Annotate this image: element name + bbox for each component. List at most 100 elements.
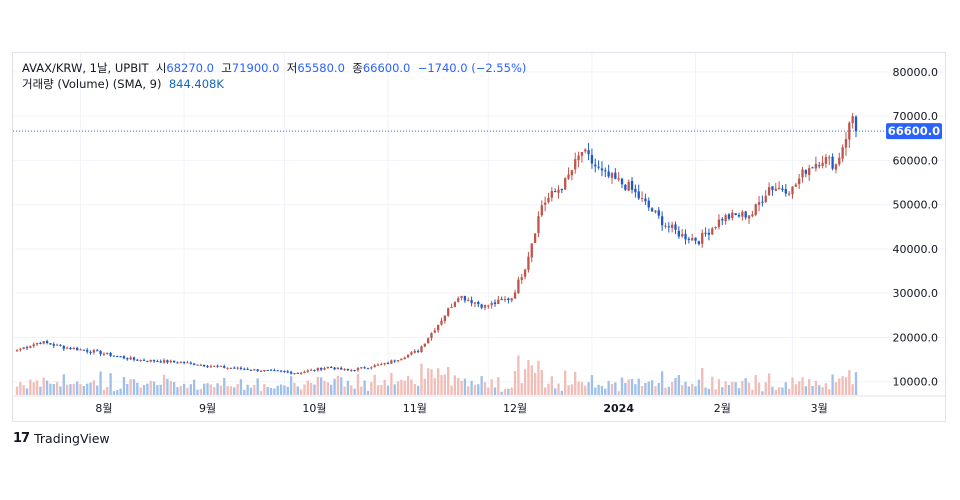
volume-bar xyxy=(306,380,309,395)
volume-bar xyxy=(139,387,142,395)
candle-body xyxy=(781,188,784,191)
candle-body xyxy=(29,346,32,348)
volume-bar xyxy=(647,381,650,395)
candle-body xyxy=(747,215,751,219)
volume-bar xyxy=(32,382,35,395)
volume-bar xyxy=(493,387,497,395)
candle-body xyxy=(714,227,717,229)
volume-bar xyxy=(15,386,19,395)
volume-bar xyxy=(289,376,293,395)
candle-body xyxy=(313,369,316,371)
volume-bar xyxy=(380,384,383,395)
volume-bar xyxy=(236,384,239,395)
volume-bar xyxy=(162,374,166,395)
candle-body xyxy=(517,279,520,294)
volume-bar xyxy=(316,376,320,395)
candle-body xyxy=(767,187,771,196)
x-axis[interactable]: 8월 9월 10월 11월 12월 2024 2월 3월 xyxy=(95,402,827,415)
candle-body xyxy=(146,360,149,362)
volume-bar xyxy=(49,383,52,395)
volume-bar xyxy=(299,389,303,395)
volume-bar xyxy=(406,375,410,395)
candle-body xyxy=(276,370,279,372)
candle-body xyxy=(741,211,744,217)
volume-bar xyxy=(346,380,350,395)
volume-bar xyxy=(39,386,42,395)
volume-bar xyxy=(430,369,433,395)
candle-body xyxy=(293,373,296,375)
volume-bar xyxy=(727,385,731,395)
y-axis[interactable]: 10000.0 20000.0 30000.0 40000.0 50000.0 60000… xyxy=(893,66,939,389)
volume-bar xyxy=(674,378,677,395)
volume-bar xyxy=(467,386,470,395)
volume-bar xyxy=(781,387,784,395)
candle-body xyxy=(39,342,42,344)
volume-bar xyxy=(376,385,380,395)
volume-bar xyxy=(112,391,116,395)
volume-bar xyxy=(146,383,149,395)
candle-body xyxy=(340,367,343,370)
y-tick-label: 70000.0 xyxy=(893,110,939,123)
volume-bar xyxy=(650,380,654,395)
volume-bar xyxy=(510,387,513,395)
volume-bar xyxy=(691,383,694,395)
candle-body xyxy=(112,355,116,357)
volume-bar xyxy=(707,388,711,395)
volume-bar xyxy=(132,379,136,395)
volume-bar xyxy=(794,384,797,395)
candle-body xyxy=(376,364,380,366)
volume-bar xyxy=(801,377,804,395)
last-price-label-text: 66600.0 xyxy=(888,124,940,138)
volume-bar xyxy=(500,391,503,395)
volume-bar xyxy=(279,384,283,395)
volume-bar xyxy=(259,391,263,395)
y-tick-label: 30000.0 xyxy=(893,287,939,300)
candle-body xyxy=(89,352,92,354)
candle-body xyxy=(49,343,52,345)
volume-bar xyxy=(52,383,55,395)
volume-bar xyxy=(383,379,386,395)
candle-body xyxy=(721,218,724,221)
candle-body xyxy=(664,225,667,227)
candle-body xyxy=(507,298,510,301)
volume-bar xyxy=(597,384,600,395)
candle-body xyxy=(670,224,674,228)
candle-body xyxy=(834,164,838,170)
candle-body xyxy=(189,362,192,364)
volume-bar xyxy=(283,385,286,395)
volume-bar xyxy=(560,390,564,395)
symbol-label[interactable]: AVAX/KRW, 1날, UPBIT xyxy=(22,61,149,75)
candle-body xyxy=(106,352,109,354)
tradingview-branding[interactable]: 17 TradingView xyxy=(13,431,110,446)
volume-bar xyxy=(487,387,490,395)
candle-body xyxy=(487,305,490,307)
volume-bar xyxy=(453,375,457,395)
candle-body xyxy=(848,122,851,140)
volume-bar xyxy=(216,383,219,395)
volume-bar xyxy=(172,382,176,395)
volume-legend-row[interactable]: 거래량 (Volume) (SMA, 9) 844.408K xyxy=(22,76,526,92)
candle-body xyxy=(400,358,403,361)
candle-body xyxy=(109,352,112,356)
candle-body xyxy=(533,233,537,243)
candle-body xyxy=(854,116,858,132)
candle-body xyxy=(727,214,731,219)
candle-body xyxy=(610,173,614,178)
volume-bar xyxy=(634,384,637,395)
x-tick-label: 2월 xyxy=(714,402,731,415)
volume-bar xyxy=(737,388,741,395)
candle-body xyxy=(373,365,376,368)
volume-bar xyxy=(309,382,313,395)
volume-bar xyxy=(366,390,370,395)
volume-bar xyxy=(660,371,664,395)
last-price-label: 66600.0 xyxy=(886,123,942,140)
close-value: 66600.0 xyxy=(362,61,411,75)
candle-body xyxy=(828,157,831,159)
volume-bar xyxy=(838,378,841,395)
candle-body xyxy=(306,370,309,372)
volume-bar xyxy=(684,381,687,395)
volume-bar xyxy=(564,370,567,395)
volume-bar xyxy=(784,382,787,395)
volume-bar xyxy=(851,384,854,395)
